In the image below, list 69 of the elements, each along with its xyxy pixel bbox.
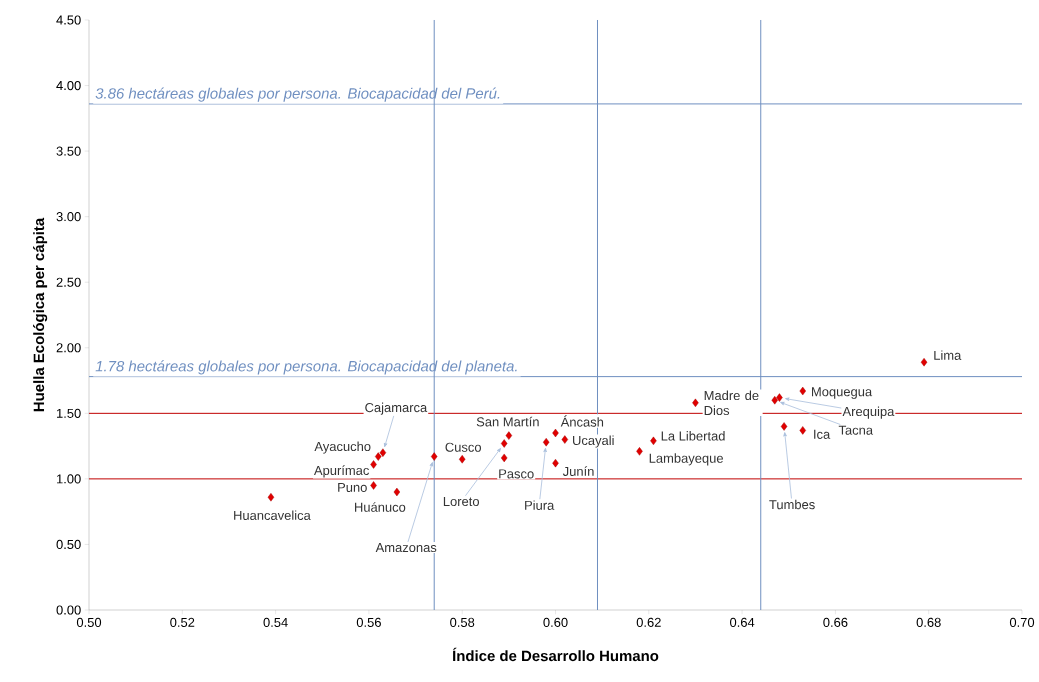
x-tick-label: 0.58 xyxy=(450,617,475,627)
x-tick-label: 0.54 xyxy=(263,617,288,627)
y-tick-label: 0.00 xyxy=(56,605,81,615)
point xyxy=(393,487,401,497)
y-tick-label: 1.50 xyxy=(57,408,81,418)
annotation: Ayacucho xyxy=(314,441,371,454)
annotation: Puno xyxy=(338,482,367,492)
x-tick-label: 0.68 xyxy=(916,617,941,627)
point xyxy=(431,452,438,461)
annotation: Madre de Dios xyxy=(704,390,759,416)
x-tick-label: 0.56 xyxy=(356,617,381,627)
annotation: Ucayali xyxy=(573,435,614,448)
x-tick-label: 0.70 xyxy=(1009,617,1035,627)
y-axis-title: Huella Ecológica per cápita xyxy=(33,217,48,412)
annotation: Piura xyxy=(525,500,555,510)
point xyxy=(920,358,928,367)
point xyxy=(771,396,778,405)
point xyxy=(561,435,569,444)
point xyxy=(799,426,806,435)
point xyxy=(459,455,466,464)
x-tick-label: 0.52 xyxy=(170,617,195,627)
x-tick-label: 0.50 xyxy=(76,617,102,627)
x-axis-title: Índice de Desarrollo Humano xyxy=(452,647,659,662)
y-tick-label: 0.50 xyxy=(56,539,81,550)
annotation: Cajamarca xyxy=(365,402,428,415)
point xyxy=(799,386,806,396)
point xyxy=(692,398,699,408)
annotation: Tumbes xyxy=(769,499,815,510)
point xyxy=(542,437,550,447)
y-tick-label: 3.00 xyxy=(56,212,81,222)
annotation: Moquegua xyxy=(812,387,873,399)
point xyxy=(500,453,508,463)
annotation: Ica xyxy=(814,429,831,439)
point xyxy=(505,431,513,440)
point xyxy=(370,460,377,469)
y-tick-label: 3.50 xyxy=(56,146,81,156)
point xyxy=(375,452,382,461)
y-tick-label: 1.00 xyxy=(57,474,81,484)
y-tick-label: 2.00 xyxy=(56,343,81,353)
annotation: La Libertad xyxy=(661,431,725,441)
annotation: Arequipa xyxy=(842,406,895,419)
point xyxy=(379,448,387,457)
annotation: San Martín xyxy=(476,416,539,427)
y-tick-label: 4.50 xyxy=(56,15,81,25)
point xyxy=(636,447,643,456)
y-tick-label: 4.00 xyxy=(56,80,81,91)
point xyxy=(267,493,275,502)
annotation: Lambayeque xyxy=(649,453,723,466)
annotation: Cusco xyxy=(445,442,482,452)
x-tick-label: 0.60 xyxy=(543,617,568,627)
annotation: Amazonas xyxy=(375,543,437,553)
point xyxy=(500,439,508,448)
annotation: Pasco xyxy=(499,469,534,479)
x-tick-label: 0.64 xyxy=(730,617,755,627)
x-tick-label: 0.62 xyxy=(636,617,661,627)
annotation: Huánuco xyxy=(355,502,406,512)
y-tick-label: 2.50 xyxy=(56,277,81,287)
point xyxy=(370,481,377,490)
annotation: Apurímac xyxy=(313,465,370,478)
annotation: Lima xyxy=(934,350,962,360)
annotation: Junín xyxy=(562,466,594,476)
point xyxy=(552,458,559,468)
annotation: Tacna xyxy=(838,425,874,435)
point xyxy=(552,428,559,438)
annotation: Huancavelica xyxy=(234,510,311,520)
x-tick-label: 0.66 xyxy=(823,617,848,627)
point xyxy=(650,436,657,446)
annotation: Áncash xyxy=(560,415,604,427)
annotation: Loreto xyxy=(443,496,479,507)
